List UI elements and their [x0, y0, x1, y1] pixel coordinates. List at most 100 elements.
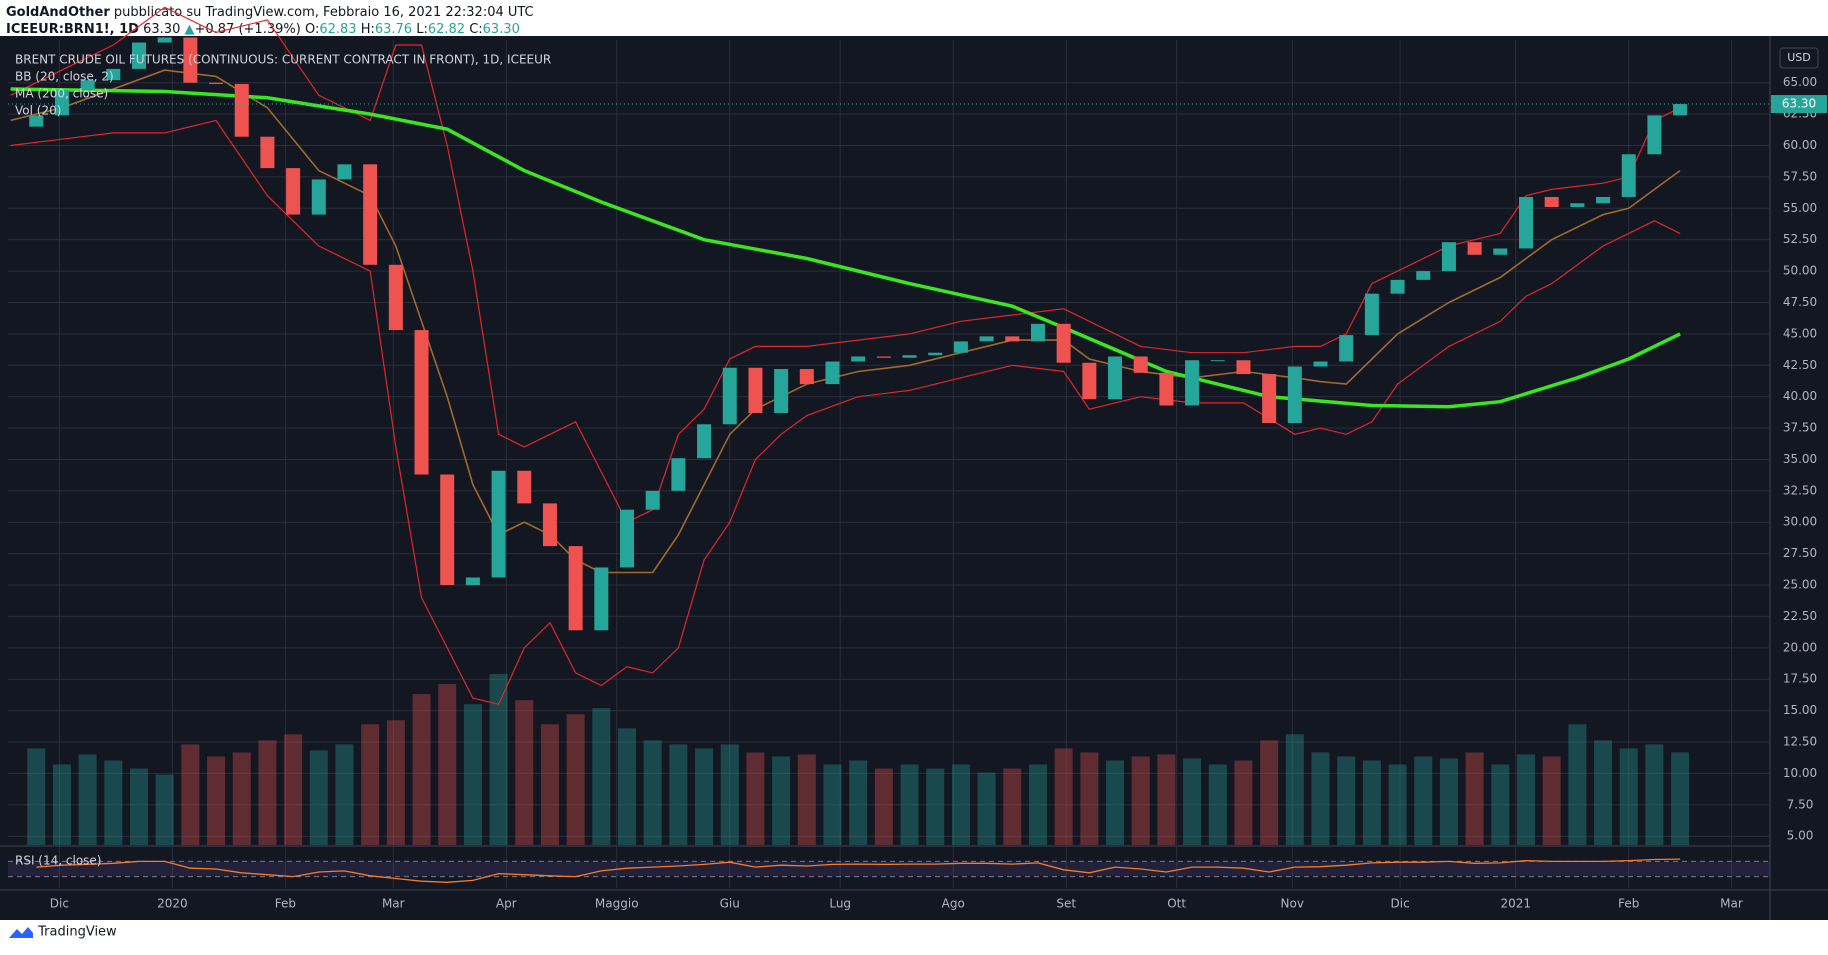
- legend-vol: Vol (20): [15, 104, 61, 118]
- candle-body: [1621, 154, 1636, 197]
- volume-bar: [926, 768, 945, 845]
- candle-body: [1262, 374, 1277, 424]
- candle-body: [1133, 356, 1148, 373]
- rsi-line: [36, 858, 1681, 883]
- candle-body: [1596, 196, 1611, 204]
- candle-body: [1518, 196, 1533, 249]
- volume-bar: [823, 764, 842, 845]
- candle-body: [645, 490, 660, 510]
- y-tick-label: 20.00: [1783, 640, 1817, 654]
- header-line: GoldAndOther pubblicato su TradingView.c…: [6, 4, 534, 21]
- candle-body: [157, 37, 172, 43]
- x-tick-label: 2021: [1500, 897, 1531, 911]
- logo: [9, 927, 33, 938]
- x-tick-label: 2020: [157, 897, 188, 911]
- candle-body: [1544, 196, 1559, 208]
- bb-lower: [10, 119, 1681, 705]
- candle-body: [311, 179, 326, 215]
- volume-bar: [1362, 760, 1381, 845]
- volume-bar: [849, 760, 868, 845]
- y-tick-label: 32.50: [1783, 483, 1817, 497]
- volume-bar: [874, 768, 893, 845]
- footer: TradingView: [8, 924, 117, 940]
- volume-bar: [1157, 754, 1176, 845]
- candle-body: [491, 470, 506, 578]
- volume-bar: [1388, 764, 1407, 845]
- candle-body: [414, 330, 429, 475]
- candle-body: [183, 37, 198, 83]
- volume-bar: [772, 756, 791, 845]
- brand[interactable]: TradingView: [38, 924, 117, 940]
- volume-bar: [720, 744, 739, 845]
- candle-body: [671, 458, 686, 491]
- volume-bar: [1542, 756, 1561, 845]
- candle-body: [1287, 366, 1302, 424]
- volume-bar: [1183, 758, 1202, 845]
- volume-bar: [1260, 740, 1279, 845]
- y-tick-label: 52.50: [1783, 232, 1817, 246]
- o: 62.83: [319, 22, 357, 37]
- x-tick-label: Nov: [1281, 897, 1304, 911]
- volume-bar: [1439, 758, 1458, 845]
- candle-body: [260, 136, 275, 169]
- y-tick-label: 10.00: [1783, 766, 1817, 780]
- candle-body: [1108, 356, 1123, 400]
- y-tick-label: 5.00: [1787, 829, 1814, 843]
- candle-body: [1416, 271, 1431, 280]
- y-tick-label: 25.00: [1783, 578, 1817, 592]
- x-tick-label: Mar: [1720, 897, 1743, 911]
- author[interactable]: GoldAndOther: [6, 5, 110, 20]
- volume-bar: [1414, 756, 1433, 845]
- volume-bar: [1594, 740, 1613, 845]
- candle-body: [363, 164, 378, 265]
- y-tick-label: 35.00: [1783, 452, 1817, 466]
- y-tick-label: 30.00: [1783, 515, 1817, 529]
- volume-bar: [27, 748, 46, 845]
- candle-body: [1339, 335, 1354, 362]
- last-price-label: 63.30: [1782, 97, 1816, 111]
- candle-body: [1313, 361, 1328, 367]
- x-tick-label: Set: [1056, 897, 1076, 911]
- candle-body: [517, 470, 532, 504]
- volume-bar: [1106, 760, 1125, 845]
- candle-body: [774, 369, 789, 413]
- candle-body: [542, 503, 557, 547]
- h-label: H:: [360, 22, 375, 37]
- x-tick-label: Lug: [829, 897, 851, 911]
- chart-title: BRENT CRUDE OIL FUTURES (CONTINUOUS: CUR…: [15, 53, 551, 67]
- symbol: ICEEUR:BRN1!, 1D: [6, 22, 139, 37]
- arrow: ▲: [184, 22, 195, 37]
- candle-body: [209, 82, 224, 84]
- last: 63.30: [143, 22, 181, 37]
- y-tick-label: 40.00: [1783, 389, 1817, 403]
- candle-body: [1210, 360, 1225, 362]
- candle-body: [1185, 360, 1200, 406]
- volume-bar: [1516, 754, 1535, 845]
- candle-body: [1493, 248, 1508, 255]
- volume-bar: [104, 760, 123, 845]
- volume-bar: [207, 756, 226, 845]
- volume-bar: [1619, 748, 1638, 845]
- currency: USD: [1787, 51, 1811, 64]
- volume-bar: [746, 752, 765, 845]
- candle-body: [697, 424, 712, 459]
- volume-bar: [1645, 744, 1664, 845]
- y-tick-label: 37.50: [1783, 421, 1817, 435]
- candle-body: [80, 80, 95, 91]
- x-tick-label: Mar: [382, 897, 405, 911]
- volume-bar: [78, 754, 97, 845]
- volume-bar: [52, 764, 71, 845]
- candle-body: [54, 90, 69, 116]
- volume-bar: [1003, 768, 1022, 845]
- volume-bar: [669, 744, 688, 845]
- candle-body: [286, 168, 301, 215]
- y-tick-label: 7.50: [1787, 797, 1814, 811]
- legend-ma: MA (200, close): [15, 87, 108, 101]
- volume-bar: [412, 694, 431, 845]
- volume-bar: [232, 752, 251, 845]
- candle-body: [1647, 115, 1662, 155]
- candle-body: [594, 567, 609, 631]
- x-tick-label: Feb: [275, 897, 296, 911]
- candle-body: [440, 474, 455, 586]
- volume-bar: [1131, 756, 1150, 845]
